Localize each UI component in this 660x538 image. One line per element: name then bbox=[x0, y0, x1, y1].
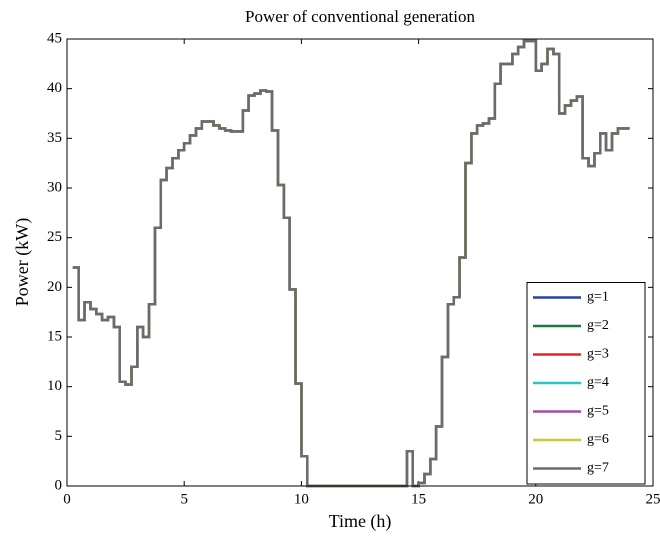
legend-label: g=5 bbox=[587, 404, 609, 419]
x-axis-label: Time (h) bbox=[329, 511, 392, 532]
x-tick-label: 10 bbox=[294, 491, 309, 507]
x-tick-label: 0 bbox=[63, 491, 71, 507]
plot-frame bbox=[66, 38, 654, 487]
legend-label: g=3 bbox=[587, 347, 609, 362]
y-tick-label: 45 bbox=[47, 30, 62, 46]
y-tick-label: 35 bbox=[47, 130, 62, 146]
y-tick-label: 30 bbox=[47, 179, 62, 195]
chart-title: Power of conventional generation bbox=[245, 7, 475, 26]
legend-label: g=1 bbox=[587, 290, 609, 305]
x-tick-label: 15 bbox=[411, 491, 426, 507]
legend-label: g=2 bbox=[587, 318, 609, 333]
y-axis-label: Power (kW) bbox=[12, 218, 33, 306]
y-tick-label: 5 bbox=[55, 428, 63, 444]
legend-label: g=6 bbox=[587, 432, 609, 447]
y-tick-label: 25 bbox=[47, 229, 62, 245]
y-tick-label: 15 bbox=[47, 328, 62, 344]
x-tick-label: 20 bbox=[528, 491, 543, 507]
legend-label: g=4 bbox=[587, 375, 609, 390]
x-tick-label: 25 bbox=[646, 491, 660, 507]
y-tick-label: 40 bbox=[47, 80, 62, 96]
x-tick-label: 5 bbox=[180, 491, 188, 507]
y-tick-label: 10 bbox=[47, 378, 62, 394]
y-tick-label: 0 bbox=[55, 477, 63, 493]
y-tick-label: 20 bbox=[47, 279, 62, 295]
legend-label: g=7 bbox=[587, 461, 609, 476]
